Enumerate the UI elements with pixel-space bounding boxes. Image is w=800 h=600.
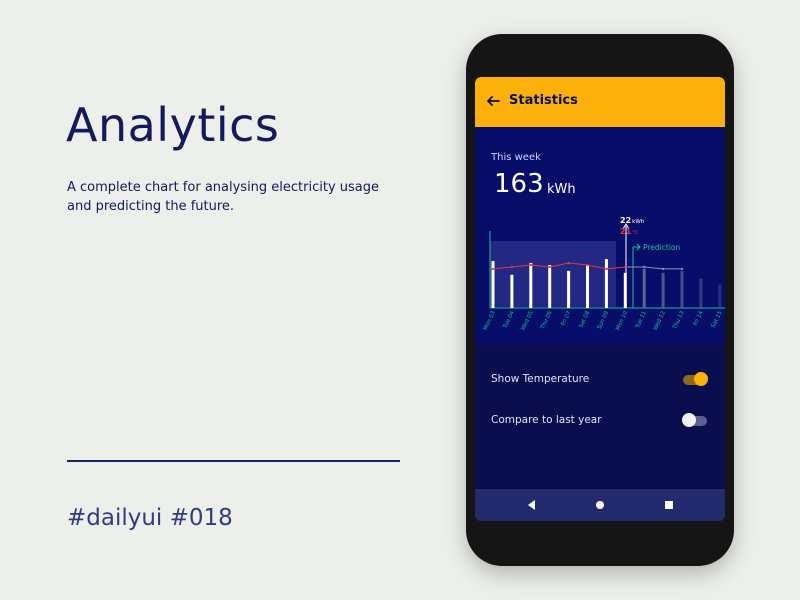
settings-panel: Show Temperature Compare to last year <box>475 345 725 489</box>
x-tick-label: Tue 04 <box>502 310 516 330</box>
app-title: Statistics <box>509 93 578 108</box>
marker-energy: 22kWh <box>620 216 645 225</box>
app-bar: Statistics <box>475 77 725 127</box>
x-tick-label: Thu 06 <box>540 310 554 331</box>
hashtag: #dailyui #018 <box>67 505 233 531</box>
x-tick-label: Sat 08 <box>578 310 591 329</box>
setting-label-temperature: Show Temperature <box>491 373 590 385</box>
usage-bar <box>586 265 589 308</box>
usage-bar <box>623 272 627 308</box>
temperature-point <box>548 265 551 269</box>
marker-energy-value: 22 <box>620 216 631 225</box>
temperature-toggle[interactable] <box>683 372 708 386</box>
marker-energy-unit: kWh <box>632 219 645 225</box>
temperature-point <box>529 263 532 267</box>
temperature-point <box>605 267 608 271</box>
temperature-segment <box>492 266 512 270</box>
marker-temp-value: 21 <box>620 227 632 236</box>
x-tick-label: Wed 12 <box>653 310 667 331</box>
usage-bar <box>529 263 533 308</box>
description: A complete chart for analysing electrici… <box>67 180 380 214</box>
temperature-point <box>586 263 589 267</box>
x-tick-label: Fri 07 <box>561 310 573 327</box>
x-tick-label: Fri 14 <box>693 310 705 327</box>
phone-screen: Statistics This week 163 kWh Prediction … <box>475 77 725 521</box>
temperature-point <box>510 265 514 269</box>
usage-bar <box>680 270 684 308</box>
toggle-knob <box>694 372 708 386</box>
arrow-left-icon[interactable] <box>485 93 501 109</box>
prediction-arrow-icon <box>633 243 641 251</box>
toggle-knob <box>682 413 696 427</box>
x-tick-label: Wed 05 <box>520 310 534 332</box>
headline: Analytics <box>66 98 280 152</box>
temperature-point <box>643 265 646 269</box>
week-highlight <box>490 241 616 307</box>
prediction-label: Prediction <box>643 243 681 252</box>
temperature-point <box>624 265 627 269</box>
circle-home-icon[interactable] <box>596 501 604 509</box>
temperature-segment <box>530 264 550 268</box>
setting-label-compare: Compare to last year <box>491 414 602 426</box>
temperature-segment <box>587 264 607 270</box>
total-unit: kWh <box>547 182 576 197</box>
setting-row-temperature[interactable]: Show Temperature <box>475 365 725 395</box>
usage-bar <box>567 270 571 308</box>
temperature-point <box>491 267 495 271</box>
usage-bar <box>510 274 514 308</box>
week-label: This week <box>491 152 541 163</box>
android-nav-bar <box>475 489 725 521</box>
usage-chart: Prediction 22kWh 21°C Mon 03 Tue 04 Wed 05… <box>483 216 725 332</box>
marker-temp: 21°C <box>620 227 639 236</box>
usage-bar <box>604 259 608 308</box>
setting-row-compare[interactable]: Compare to last year <box>475 406 725 436</box>
marker-arrow-icon <box>622 223 630 230</box>
temperature-segment <box>511 264 531 268</box>
x-tick-label: Sat 15 <box>711 310 724 329</box>
x-tick-label: Thu 13 <box>672 310 686 331</box>
usage-bar <box>642 268 646 308</box>
divider <box>67 460 400 462</box>
usage-bar <box>699 278 703 308</box>
usage-bar <box>661 272 665 308</box>
usage-bar <box>491 261 495 308</box>
x-tick-label: Mon 03 <box>483 310 497 331</box>
x-tick-label: Sun 09 <box>597 310 611 330</box>
temperature-segment <box>606 266 626 270</box>
x-tick-label: Mon 10 <box>615 310 629 331</box>
temperature-point <box>661 267 665 271</box>
temperature-segment <box>644 266 664 270</box>
temperature-point <box>567 261 570 265</box>
marker-temp-unit: °C <box>632 230 639 236</box>
triangle-back-icon[interactable] <box>528 500 535 510</box>
temperature-segment <box>549 262 569 268</box>
usage-bar <box>718 284 722 308</box>
square-recent-icon[interactable] <box>665 501 673 509</box>
total-value: 163 <box>494 169 544 199</box>
chart-card: This week 163 kWh Prediction 22kWh 21°C … <box>475 127 725 345</box>
x-tick-label: Tue 11 <box>634 310 648 330</box>
compare-toggle[interactable] <box>682 413 707 427</box>
temperature-segment <box>568 262 588 266</box>
usage-bar <box>548 265 552 308</box>
temperature-point <box>680 267 684 271</box>
